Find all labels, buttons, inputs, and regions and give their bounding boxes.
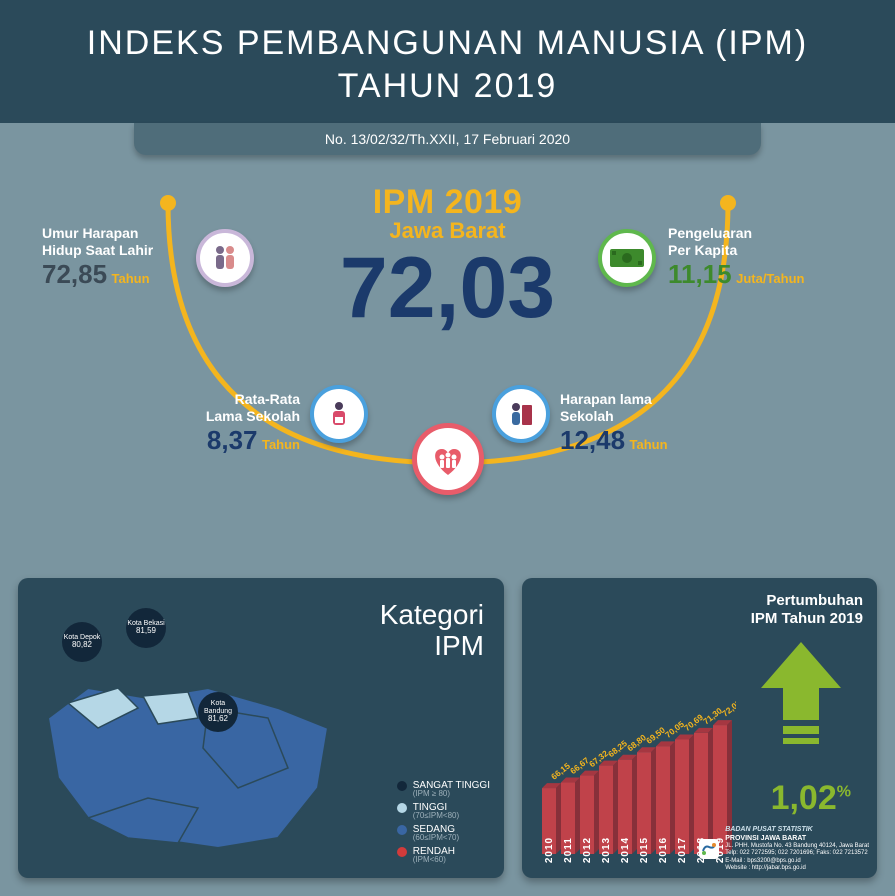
indicator-label: Rata-Rata Lama Sekolah (130, 391, 300, 425)
bps-logo-icon (699, 839, 719, 859)
indicator-value: 8,37 (207, 425, 258, 455)
legend-dot-icon (397, 825, 407, 835)
footer-website: Website : http://jabar.bps.go.id (725, 865, 869, 872)
people-icon (196, 229, 254, 287)
legend-dot-icon (397, 847, 407, 857)
city-marker: Kota Bekasi81,59 (126, 608, 166, 648)
indicator-unit: Tahun (112, 271, 150, 286)
student-icon (310, 385, 368, 443)
footer-org-name: BADAN PUSAT STATISTIK (725, 826, 869, 834)
footer-email: E-Mail : bps3200@bps.go.id (725, 858, 869, 865)
footer-phone: Telp: 022 7272595; 022 7201696; Faks: 02… (725, 850, 869, 857)
indicator-mean-schooling: Rata-Rata Lama Sekolah 8,37 Tahun (130, 391, 300, 456)
header-title-line1: INDEKS PEMBANGUNAN MANUSIA (IPM) (20, 22, 875, 65)
chart-panel: Pertumbuhan IPM Tahun 2019 1,02% 201066,… (522, 578, 877, 878)
chart-title: Pertumbuhan IPM Tahun 2019 (751, 592, 863, 628)
indicator-value: 11,15 (668, 259, 732, 289)
map-shape (28, 648, 338, 868)
footer-org-region: PROVINSI JAWA BARAT (725, 835, 869, 843)
header-title-line2: TAHUN 2019 (20, 65, 875, 108)
svg-text:72,03: 72,03 (720, 698, 736, 719)
center-value: 72,03 (340, 248, 555, 330)
growth-arrow-icon (761, 642, 841, 752)
footer-address: JL. PHH. Mustofa No. 43 Bandung 40124, J… (725, 843, 869, 850)
indicator-value: 12,48 (560, 425, 625, 455)
main-arc-section: IPM 2019 Jawa Barat 72,03 Umur Harapan H… (0, 155, 895, 535)
legend-sublabel: (60≤IPM<70) (413, 833, 490, 842)
svg-text:2013: 2013 (601, 837, 612, 863)
center-heading: IPM 2019 (340, 183, 555, 222)
svg-text:2012: 2012 (582, 837, 593, 863)
heart-family-icon (412, 423, 484, 495)
indicator-life-expectancy: Umur Harapan Hidup Saat Lahir 72,85 Tahu… (42, 225, 222, 290)
header-subtitle: No. 13/02/32/Th.XXII, 17 Februari 2020 (134, 123, 761, 155)
indicator-label: Harapan lama Sekolah (560, 391, 760, 425)
center-metric: IPM 2019 Jawa Barat 72,03 (340, 183, 555, 330)
svg-text:2011: 2011 (563, 837, 574, 863)
header-banner: INDEKS PEMBANGUNAN MANUSIA (IPM) TAHUN 2… (0, 0, 895, 123)
map-title: Kategori IPM (380, 600, 484, 662)
svg-text:2017: 2017 (677, 837, 688, 863)
svg-text:2010: 2010 (544, 837, 555, 863)
indicator-unit: Juta/Tahun (736, 271, 804, 286)
city-marker: Kota Depok80,82 (62, 622, 102, 662)
svg-text:2014: 2014 (620, 837, 631, 863)
map-legend: SANGAT TINGGI(IPM ≥ 80)TINGGI(70≤IPM<80)… (397, 776, 490, 864)
indicator-expected-schooling: Harapan lama Sekolah 12,48 Tahun (560, 391, 760, 456)
indicator-label: Pengeluaran Per Kapita (668, 225, 868, 259)
money-icon (598, 229, 656, 287)
map-panel: Kategori IPM Kota Depok80,82 Kota Bekasi8… (18, 578, 504, 878)
indicator-value: 72,85 (42, 259, 107, 289)
legend-sublabel: (70≤IPM<80) (413, 811, 490, 820)
city-marker: Kota Bandung81,62 (198, 692, 238, 732)
legend-dot-icon (397, 803, 407, 813)
book-icon (492, 385, 550, 443)
footer-org: BADAN PUSAT STATISTIK PROVINSI JAWA BARA… (699, 826, 869, 872)
indicator-unit: Tahun (262, 437, 300, 452)
growth-value: 1,02% (771, 779, 851, 818)
bottom-row: Kategori IPM Kota Depok80,82 Kota Bekasi8… (18, 578, 877, 878)
legend-dot-icon (397, 781, 407, 791)
indicator-label: Umur Harapan Hidup Saat Lahir (42, 225, 222, 259)
svg-text:2016: 2016 (658, 837, 669, 863)
indicator-expenditure: Pengeluaran Per Kapita 11,15 Juta/Tahun (668, 225, 868, 290)
indicator-unit: Tahun (630, 437, 668, 452)
svg-text:2015: 2015 (639, 837, 650, 863)
